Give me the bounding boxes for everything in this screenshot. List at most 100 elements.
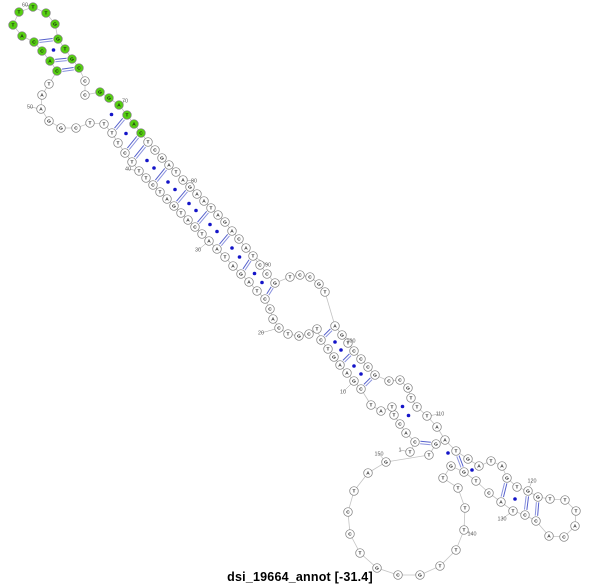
nucleotide-letter: C (396, 573, 400, 579)
base-pair-dot (124, 131, 128, 136)
nucleotide-31 (197, 229, 207, 239)
nucleotide-letter: A (338, 363, 342, 369)
nucleotide-93 (270, 278, 280, 288)
nucleotide-80 (178, 175, 188, 185)
nucleotide-38 (148, 180, 158, 190)
nucleotide-letter: C (77, 66, 81, 72)
nucleotide-letter: A (215, 247, 219, 253)
nucleotide-letter: A (216, 213, 220, 219)
nucleotide-129 (531, 516, 541, 526)
nucleotide-67 (80, 76, 90, 86)
base-pair-double-line (198, 212, 209, 225)
nucleotide-147 (345, 529, 355, 539)
base-pair-double-line (55, 57, 67, 60)
nucleotide-47 (71, 123, 81, 133)
base-pair-double-line (135, 146, 147, 159)
nucleotide-letter: G (273, 281, 277, 287)
nucleotide-letter: T (32, 5, 35, 11)
nucleotide-letter: C (74, 126, 78, 132)
nucleotide-letter: T (289, 275, 292, 281)
base-pair-double-line (526, 496, 530, 510)
nucleotide-letter: C (319, 338, 323, 344)
nucleotide-111 (422, 411, 432, 421)
base-pair-dot (237, 255, 242, 259)
nucleotide-87 (227, 226, 237, 236)
nucleotide-53 (52, 66, 62, 76)
nucleotide-151 (381, 457, 391, 467)
plot-caption: dsi_19664_annot [-31.4] (227, 570, 373, 584)
base-pair-dot (145, 158, 149, 163)
nucleotide-letter: T (103, 122, 106, 128)
nucleotide-letter: T (147, 140, 150, 146)
base-pair-dot (252, 271, 257, 276)
nucleotide-57 (17, 31, 27, 41)
nucleotide-letter: G (462, 470, 466, 476)
nucleotide-letter: T (353, 489, 356, 495)
base-pair-double-line (420, 440, 431, 443)
base-pair-double-line (342, 353, 350, 361)
nucleotide-124 (560, 495, 570, 505)
nucleotide-17 (304, 329, 314, 339)
nucleotide-40 (134, 166, 144, 176)
nucleotide-16 (312, 324, 322, 334)
position-label-20: 20 (258, 331, 264, 337)
nucleotide-letter: T (111, 131, 114, 137)
nucleotide-letter: T (370, 403, 373, 409)
backbone-segment (385, 454, 430, 463)
nucleotide-59 (14, 7, 24, 17)
position-label-110: 110 (436, 412, 445, 418)
nucleotide-11 (342, 368, 352, 378)
nucleotide-letter: A (132, 122, 136, 128)
nucleotide-106 (384, 376, 394, 386)
nucleotide-134 (471, 476, 481, 486)
nucleotide-56 (29, 37, 39, 47)
position-label-1: 1 (399, 448, 402, 454)
nucleotide-71 (114, 100, 124, 110)
nucleotide-letter: G (172, 204, 176, 210)
nucleotide-letter: C (268, 307, 272, 313)
nucleotide-letter: T (224, 255, 227, 261)
nucleotide-94 (285, 272, 295, 282)
base-pair-double-line (456, 456, 462, 468)
nucleotide-78 (164, 160, 174, 170)
nucleotide-letter: T (464, 506, 467, 512)
nucleotide-letter: C (523, 513, 527, 519)
base-pair-dot (230, 246, 234, 250)
base-pair-double-line (197, 210, 208, 223)
nucleotide-letter: A (230, 229, 234, 235)
nucleotide-letter: G (536, 495, 540, 501)
nucleotide-letter: G (56, 37, 60, 43)
nucleotide-95 (295, 270, 305, 280)
nucleotide-letter: T (512, 509, 515, 515)
base-pair-dot (359, 372, 363, 376)
nucleotide-88 (234, 234, 244, 244)
nucleotide-letter: C (308, 275, 312, 281)
nucleotide-119 (502, 473, 512, 483)
nucleotide-letter: G (317, 282, 321, 288)
nucleotide-letter: C (258, 263, 262, 269)
nucleotide-letter: G (352, 379, 356, 385)
nucleotide-54 (45, 56, 55, 66)
base-pair-double-line (219, 233, 229, 245)
nucleotide-letter: A (231, 264, 235, 270)
nucleotide-115 (463, 454, 473, 464)
nucleotide-9 (356, 384, 366, 394)
nucleotide-letter: G (59, 126, 63, 132)
nucleotide-letter: G (526, 489, 530, 495)
nucleotide-letter: A (366, 471, 370, 477)
nucleotide-131 (508, 506, 518, 516)
nucleotide-letter: A (165, 197, 169, 203)
base-pair-double-line (62, 67, 74, 70)
nucleotide-letter: T (64, 47, 67, 53)
nucleotide-letter: T (549, 497, 552, 503)
nucleotide-letter: G (188, 185, 192, 191)
nucleotide-133 (484, 488, 494, 498)
nucleotide-letter: G (340, 333, 344, 339)
nucleotide-letter: T (18, 10, 21, 16)
nucleotide-21 (268, 314, 278, 324)
nucleotide-letter: A (117, 103, 121, 109)
nucleotide-letter: C (298, 273, 302, 279)
base-pair-double-line (420, 443, 431, 446)
nucleotide-letter: T (391, 405, 394, 411)
nucleotide-letter: G (223, 220, 227, 226)
